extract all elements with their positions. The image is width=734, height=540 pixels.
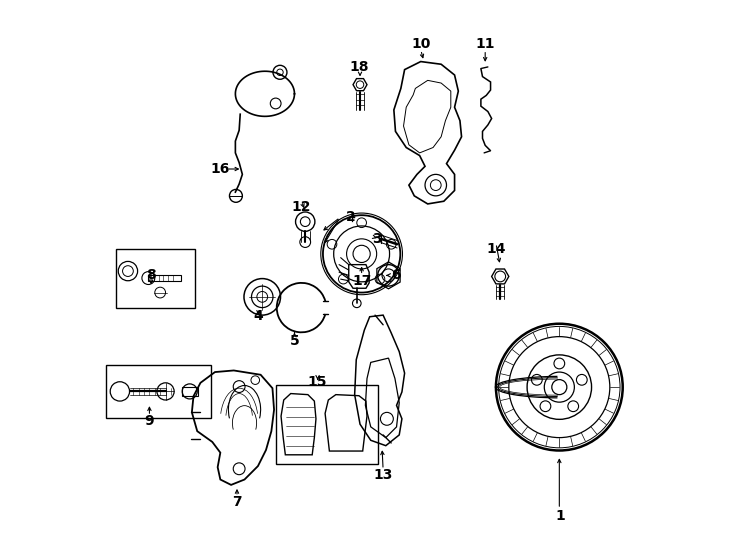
Text: 3: 3 — [372, 232, 382, 246]
Text: 4: 4 — [254, 309, 264, 323]
Circle shape — [568, 401, 578, 411]
Text: 8: 8 — [146, 268, 156, 282]
Text: 12: 12 — [291, 200, 311, 214]
Text: 9: 9 — [145, 415, 154, 429]
Bar — [106, 365, 211, 418]
Text: 16: 16 — [211, 162, 230, 176]
Text: 18: 18 — [349, 60, 368, 74]
Text: 10: 10 — [411, 37, 430, 51]
Text: 1: 1 — [556, 509, 565, 523]
Circle shape — [540, 401, 550, 411]
Bar — [115, 248, 195, 308]
Text: 17: 17 — [352, 274, 371, 288]
Text: 2: 2 — [346, 211, 355, 224]
Circle shape — [576, 374, 587, 385]
Circle shape — [554, 358, 564, 369]
Bar — [148, 275, 181, 281]
Bar — [276, 385, 378, 464]
Circle shape — [531, 374, 542, 385]
Text: 11: 11 — [476, 37, 495, 51]
Bar — [181, 387, 197, 396]
Text: 5: 5 — [290, 334, 299, 348]
Text: 15: 15 — [308, 375, 327, 389]
Text: 14: 14 — [486, 241, 506, 255]
Text: 6: 6 — [391, 268, 401, 282]
Circle shape — [353, 245, 370, 262]
Text: 13: 13 — [374, 468, 393, 482]
Text: 7: 7 — [232, 495, 241, 509]
Circle shape — [552, 380, 567, 395]
